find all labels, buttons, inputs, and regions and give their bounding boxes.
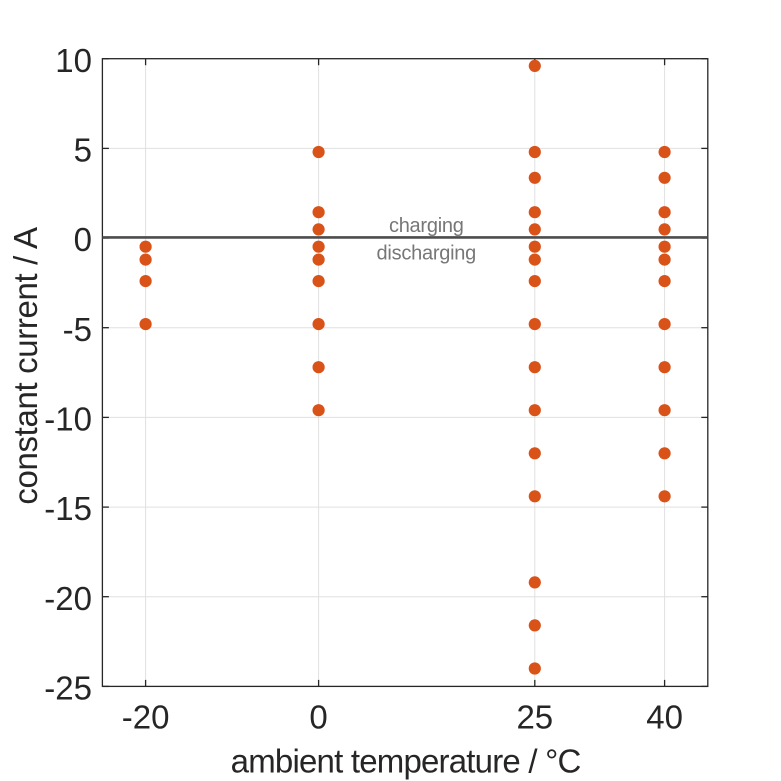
svg-text:0: 0 [309, 698, 327, 735]
svg-text:40: 40 [646, 698, 683, 735]
svg-text:-20: -20 [44, 580, 92, 617]
svg-text:charging: charging [389, 215, 464, 237]
svg-text:ambient temperature / °C: ambient temperature / °C [231, 743, 581, 780]
svg-text:5: 5 [74, 132, 92, 169]
svg-text:-15: -15 [44, 490, 92, 527]
svg-text:25: 25 [516, 698, 553, 735]
svg-text:-10: -10 [44, 401, 92, 438]
svg-text:10: 10 [55, 42, 92, 79]
svg-text:-20: -20 [122, 698, 170, 735]
svg-text:discharging: discharging [377, 243, 477, 265]
svg-text:-5: -5 [63, 311, 92, 348]
svg-text:constant current / A: constant current / A [7, 227, 44, 505]
svg-text:-25: -25 [44, 670, 92, 707]
svg-text:0: 0 [74, 221, 92, 258]
